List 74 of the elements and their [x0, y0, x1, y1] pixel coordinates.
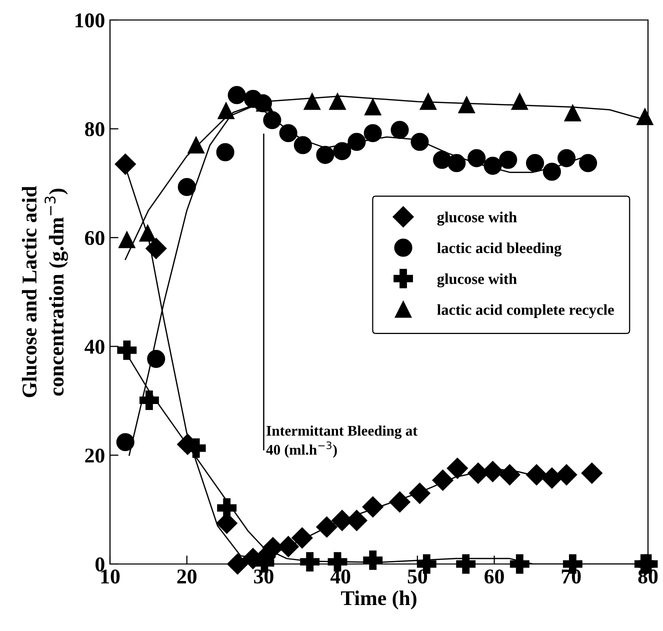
point	[114, 154, 136, 175]
annotation: Intermittant Bleeding at 40 (ml.h$^{−3}$)	[266, 425, 418, 458]
point	[556, 464, 578, 486]
x-tick-label: 40	[330, 569, 350, 584]
point	[333, 142, 352, 160]
point	[409, 482, 430, 504]
y-tick-label: 0	[96, 557, 104, 572]
y-tick-label: 20	[85, 448, 104, 463]
point	[526, 464, 548, 486]
point	[558, 149, 576, 168]
point	[564, 104, 582, 122]
point	[636, 108, 654, 126]
point	[542, 162, 561, 181]
point	[227, 553, 248, 575]
point	[364, 98, 382, 116]
point	[117, 340, 137, 360]
point	[300, 552, 320, 572]
y-tick-label: 40	[84, 340, 104, 354]
x-tick-label: 10	[101, 569, 120, 584]
point	[188, 136, 204, 154]
point	[218, 102, 234, 120]
x-tick-label: 20	[177, 569, 196, 584]
point	[316, 516, 338, 538]
point	[511, 93, 528, 110]
point	[432, 150, 452, 169]
x-tick-label: 60	[484, 569, 504, 584]
point	[216, 143, 234, 162]
y-tick-label: 80	[85, 122, 104, 136]
point	[484, 156, 502, 175]
point	[146, 238, 167, 259]
point	[294, 136, 312, 154]
point	[329, 93, 346, 110]
point	[410, 132, 429, 151]
point	[499, 150, 518, 169]
x-axis-title: Time (h)	[341, 590, 416, 610]
point	[579, 154, 598, 172]
point	[420, 93, 437, 110]
point	[432, 470, 454, 491]
point	[348, 132, 366, 151]
point	[456, 554, 476, 574]
point	[446, 458, 468, 479]
legend-label: glucose with	[437, 273, 517, 288]
point	[147, 350, 166, 368]
point	[292, 527, 313, 548]
point	[263, 111, 282, 130]
legend-label: glucose with	[437, 212, 517, 226]
point	[228, 86, 246, 104]
point	[458, 96, 475, 114]
point	[116, 433, 134, 452]
point	[316, 146, 334, 164]
point	[217, 498, 237, 518]
y-tick-label: 100	[76, 13, 104, 28]
point	[389, 491, 410, 512]
y-axis-title: Glucose and Lactic acid concentration (g.dm$^{−3}$)	[22, 186, 68, 398]
point	[390, 120, 409, 139]
point	[279, 124, 298, 142]
point	[178, 178, 196, 196]
point	[139, 224, 156, 242]
point	[363, 550, 383, 570]
y-tick-label: 60	[85, 230, 104, 246]
point	[541, 468, 562, 489]
point	[526, 154, 544, 172]
point	[118, 231, 136, 248]
legend-label: lactic acid bleeding	[437, 242, 562, 256]
point	[304, 93, 320, 110]
point	[499, 464, 520, 486]
point	[510, 554, 530, 574]
point	[448, 154, 466, 172]
point	[364, 124, 382, 142]
point	[362, 496, 384, 518]
legend-label: lactic acid complete recycle	[437, 304, 614, 318]
point	[581, 462, 602, 484]
point	[468, 149, 486, 168]
point	[139, 390, 159, 410]
